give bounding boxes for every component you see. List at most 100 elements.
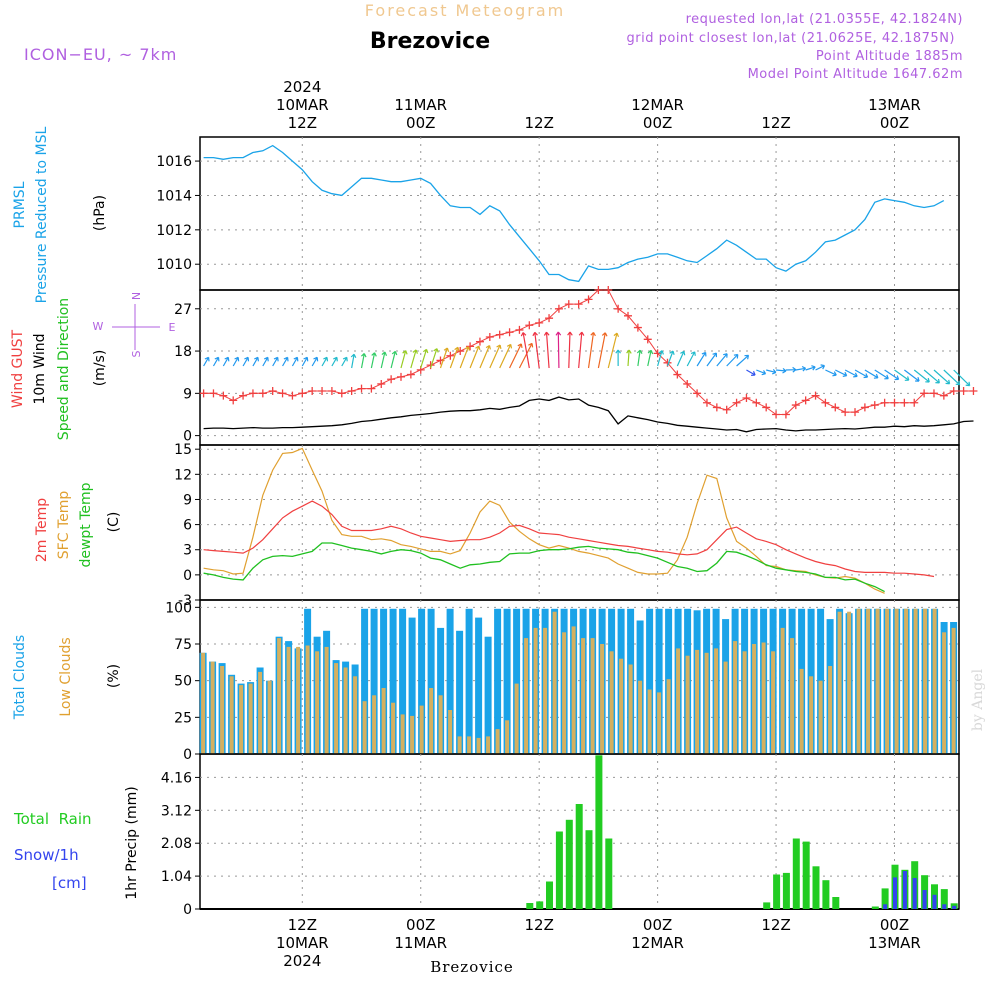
low-clouds-bar xyxy=(210,661,215,754)
panels: 1010101210141016091827-30369121502550751… xyxy=(156,136,978,918)
wind-direction-arrow xyxy=(479,344,491,369)
low-clouds-bar xyxy=(495,729,500,754)
low-clouds-bar xyxy=(524,638,529,754)
wind-direction-arrow xyxy=(795,365,807,372)
wind-direction-arrow xyxy=(913,369,930,383)
pressure-ytick-label: 1016 xyxy=(156,154,192,170)
total-clouds-bar xyxy=(646,608,654,754)
wind-gust-marker xyxy=(288,391,297,400)
wind-direction-arrow xyxy=(331,356,338,367)
wind-gust-marker xyxy=(505,328,514,337)
wind-gust-marker xyxy=(485,332,494,341)
grid-coords: grid point closest lon,lat (21.0625E, 42… xyxy=(627,31,955,46)
panel-temperature: -3 0 3 6 9 12 15 xyxy=(174,442,960,609)
total-clouds-bar xyxy=(655,608,663,754)
temp-2m-label: 2m Temp xyxy=(34,498,50,562)
low-clouds-bar xyxy=(438,695,443,754)
bottom-time-label: 10MAR xyxy=(276,934,329,952)
wind-direction-arrow xyxy=(518,342,534,369)
wind-ytick-label: 18 xyxy=(174,344,192,360)
rain-bar xyxy=(595,755,603,909)
low-clouds-bar xyxy=(847,611,852,754)
wind-gust-marker xyxy=(880,398,889,407)
low-clouds-bar xyxy=(600,644,605,754)
top-time-label: 00Z xyxy=(643,114,672,132)
pressure-unit: (hPa) xyxy=(92,195,108,231)
top-time-label: 10MAR xyxy=(276,96,329,114)
low-clouds-bar xyxy=(381,688,386,754)
bottom-time-label: 00Z xyxy=(406,916,435,934)
wind-gust-marker xyxy=(594,286,603,294)
wind-gust-marker xyxy=(781,410,790,419)
low-clouds-bar xyxy=(942,632,947,754)
snow-unit-label: [cm] xyxy=(52,874,87,892)
wind-direction-arrow xyxy=(756,369,767,376)
low-clouds-bar xyxy=(666,679,671,754)
wind-gust-marker xyxy=(367,384,376,393)
snow-bar xyxy=(902,871,907,909)
low-clouds-bar xyxy=(932,608,937,754)
wind-gust-marker xyxy=(653,349,662,358)
low-clouds-bar xyxy=(486,736,491,754)
model-label: ICON−EU, ~ 7km xyxy=(24,45,177,64)
precip-ytick-label: 4.16 xyxy=(161,770,192,786)
low-clouds-bar xyxy=(609,651,614,754)
wind-direction-arrow xyxy=(805,365,816,371)
snow-bar xyxy=(912,878,917,909)
precip-ylabel: Total Rain Snow/1h [cm] 1hr Precip (mm) xyxy=(13,786,140,899)
bottom-time-label: 13MAR xyxy=(868,934,921,952)
low-clouds-bar xyxy=(343,667,348,754)
temp-2m-line xyxy=(203,500,935,578)
wind-gust-marker xyxy=(318,386,327,395)
wind-gust-marker xyxy=(949,386,958,395)
wind-direction-arrow xyxy=(636,349,643,367)
low-clouds-bar xyxy=(638,680,643,754)
low-clouds-bar xyxy=(334,663,339,754)
wind-direction-arrow xyxy=(360,353,367,369)
wind-direction-arrow xyxy=(567,331,573,369)
wind-gust-marker xyxy=(564,300,573,309)
wind-direction-arrow xyxy=(469,345,481,369)
wind-gust-marker xyxy=(377,379,386,388)
rain-bar xyxy=(940,889,948,909)
rain-bar xyxy=(832,897,840,909)
wind-direction-arrow xyxy=(597,332,608,369)
wind-gust-marker xyxy=(683,379,692,388)
wind-gust-marker xyxy=(397,372,405,381)
snow-bar xyxy=(883,904,888,909)
wind-speed-dir-label: Speed and Direction xyxy=(56,298,72,440)
wind-ytick-label: 27 xyxy=(174,302,192,318)
top-time-label: 13MAR xyxy=(868,96,921,114)
low-clouds-bar xyxy=(761,642,766,754)
low-clouds-bar xyxy=(201,652,206,754)
wind-gust-marker xyxy=(584,295,593,304)
snow-bar xyxy=(952,905,957,909)
compass-south: S xyxy=(130,350,143,357)
wind-gust-marker xyxy=(515,325,524,334)
wind-direction-arrow xyxy=(252,356,259,367)
precip-ytick-label: 0 xyxy=(183,902,192,918)
precip-ytick-label: 2.08 xyxy=(161,836,192,852)
low-clouds-bar xyxy=(305,645,310,754)
temperature-ytick-label: -3 xyxy=(178,593,192,609)
low-clouds-bar xyxy=(752,644,757,754)
clouds-ytick-label: 100 xyxy=(165,600,192,616)
wind-direction-arrow xyxy=(726,353,739,367)
low-clouds-bar xyxy=(391,702,396,754)
low-clouds-bar xyxy=(685,655,690,754)
total-clouds-bar xyxy=(484,636,492,754)
temperature-ytick-label: 6 xyxy=(183,518,192,534)
low-clouds-bar xyxy=(429,688,434,754)
total-clouds-bar xyxy=(408,617,416,754)
wind-gust-marker xyxy=(258,389,267,398)
low-clouds-bar xyxy=(828,666,833,754)
rain-bar xyxy=(802,841,810,909)
wind-gust-marker xyxy=(614,304,623,313)
wind-gust-label: Wind GUST xyxy=(10,329,26,408)
pressure-ytick-label: 1012 xyxy=(156,223,192,239)
wind-gust-marker xyxy=(702,398,711,407)
rain-bar xyxy=(575,804,583,909)
total-clouds-label: Total Clouds xyxy=(12,635,28,720)
wind-direction-arrow xyxy=(864,369,879,379)
